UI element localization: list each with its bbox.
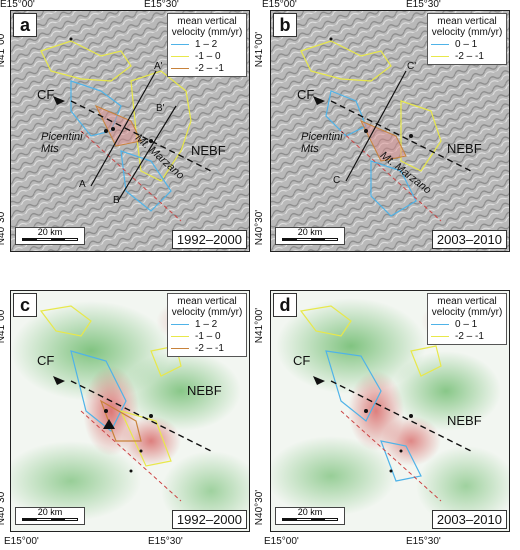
legend-label: 1 – 2 bbox=[195, 38, 218, 50]
nebf-label: NEBF bbox=[187, 383, 222, 398]
period-label: 1992–2000 bbox=[171, 510, 247, 529]
legend-title: mean vertical velocity (mm/yr) bbox=[171, 16, 243, 38]
profile-c-label: C bbox=[333, 175, 341, 186]
scale-label: 20 km bbox=[297, 227, 323, 237]
profile-b-label: B bbox=[113, 195, 120, 206]
panel-label-c: c bbox=[13, 293, 37, 317]
scale-line bbox=[282, 238, 338, 241]
legend-row: -2 – -1 bbox=[431, 330, 503, 342]
legend-row: 1 – 2 bbox=[171, 38, 243, 50]
lon-label-top-right-a: E15°30' bbox=[144, 0, 179, 10]
lat-label-bottom-d: N40°30' bbox=[254, 489, 266, 526]
legend-label: -2 – -1 bbox=[195, 342, 224, 354]
legend-row: 0 – 1 bbox=[431, 318, 503, 330]
velocity-legend-a: mean vertical velocity (mm/yr) 1 – 2 -1 … bbox=[167, 13, 247, 77]
legend-row: -2 – -1 bbox=[171, 62, 243, 74]
legend-label: -2 – -1 bbox=[455, 330, 484, 342]
lon-label-bottom-left-d: E15°00' bbox=[264, 536, 299, 547]
cf-label: CF bbox=[37, 353, 55, 368]
lat-label-bottom-c: N40°30' bbox=[0, 489, 8, 526]
lon-label-top-left-a: E15°00' bbox=[0, 0, 35, 10]
lat-label-top-c: N41°00' bbox=[0, 307, 8, 344]
scale-bar: 20 km bbox=[275, 227, 345, 245]
legend-label: -1 – 0 bbox=[195, 50, 221, 62]
cf-label: CF bbox=[37, 87, 55, 102]
scale-label: 20 km bbox=[37, 507, 63, 517]
lat-label-top-b: N41°00' bbox=[254, 31, 266, 68]
map-panel-b: b mean vertical velocity (mm/yr) 0 – 1 -… bbox=[270, 10, 510, 252]
picentini-label: Picentini Mts bbox=[301, 131, 343, 155]
legend-label: 1 – 2 bbox=[195, 318, 218, 330]
scale-label: 20 km bbox=[37, 227, 63, 237]
lat-label-bottom-a: N40°30' bbox=[0, 209, 8, 246]
legend-row: -2 – -1 bbox=[431, 50, 503, 62]
lon-label-top-right-b: E15°30' bbox=[406, 0, 441, 10]
profile-a-label: A bbox=[79, 179, 86, 190]
nebf-label: NEBF bbox=[191, 143, 226, 158]
legend-row: 1 – 2 bbox=[171, 318, 243, 330]
lat-label-top-a: N41°00' bbox=[0, 31, 8, 68]
map-panel-d: d mean vertical velocity (mm/yr) 0 – 1 -… bbox=[270, 290, 510, 532]
lat-label-top-d: N41°00' bbox=[254, 307, 266, 344]
profile-a-prime-label: A' bbox=[154, 61, 163, 72]
lon-label-top-left-b: E15°00' bbox=[262, 0, 297, 10]
legend-row: -1 – 0 bbox=[171, 330, 243, 342]
velocity-legend-b: mean vertical velocity (mm/yr) 0 – 1 -2 … bbox=[427, 13, 507, 65]
panel-label-a: a bbox=[13, 13, 37, 37]
legend-title: mean vertical velocity (mm/yr) bbox=[171, 296, 243, 318]
legend-label: 0 – 1 bbox=[455, 318, 478, 330]
scale-bar: 20 km bbox=[15, 507, 85, 525]
panel-label-d: d bbox=[273, 293, 297, 317]
lon-label-bottom-right-c: E15°30' bbox=[148, 536, 183, 547]
period-label: 1992–2000 bbox=[171, 230, 247, 249]
nebf-label: NEBF bbox=[447, 141, 482, 156]
scale-bar: 20 km bbox=[275, 507, 345, 525]
legend-row: -1 – 0 bbox=[171, 50, 243, 62]
legend-label: -2 – -1 bbox=[455, 50, 484, 62]
panel-label-b: b bbox=[273, 13, 297, 37]
profile-b-prime-label: B' bbox=[156, 103, 165, 114]
legend-title: mean vertical velocity (mm/yr) bbox=[431, 16, 503, 38]
velocity-legend-c: mean vertical velocity (mm/yr) 1 – 2 -1 … bbox=[167, 293, 247, 357]
cf-label: CF bbox=[293, 353, 311, 368]
period-label: 2003–2010 bbox=[431, 510, 507, 529]
period-label: 2003–2010 bbox=[431, 230, 507, 249]
legend-title: mean vertical velocity (mm/yr) bbox=[431, 296, 503, 318]
legend-label: -2 – -1 bbox=[195, 62, 224, 74]
cf-label: CF bbox=[297, 87, 315, 102]
map-panel-a: a mean vertical velocity (mm/yr) 1 – 2 -… bbox=[10, 10, 250, 252]
scale-line bbox=[22, 518, 78, 521]
legend-label: 0 – 1 bbox=[455, 38, 478, 50]
lat-label-bottom-b: N40°30' bbox=[254, 209, 266, 246]
scale-bar: 20 km bbox=[15, 227, 85, 245]
picentini-label: Picentini Mts bbox=[41, 131, 83, 155]
map-panel-c: c mean vertical velocity (mm/yr) 1 – 2 -… bbox=[10, 290, 250, 532]
legend-row: 0 – 1 bbox=[431, 38, 503, 50]
scale-line bbox=[282, 518, 338, 521]
lon-label-bottom-right-d: E15°30' bbox=[406, 536, 441, 547]
legend-label: -1 – 0 bbox=[195, 330, 221, 342]
nebf-label: NEBF bbox=[447, 413, 482, 428]
scale-label: 20 km bbox=[297, 507, 323, 517]
profile-c-prime-label: C' bbox=[407, 61, 417, 72]
legend-row: -2 – -1 bbox=[171, 342, 243, 354]
lon-label-bottom-left-c: E15°00' bbox=[4, 536, 39, 547]
scale-line bbox=[22, 238, 78, 241]
velocity-legend-d: mean vertical velocity (mm/yr) 0 – 1 -2 … bbox=[427, 293, 507, 345]
